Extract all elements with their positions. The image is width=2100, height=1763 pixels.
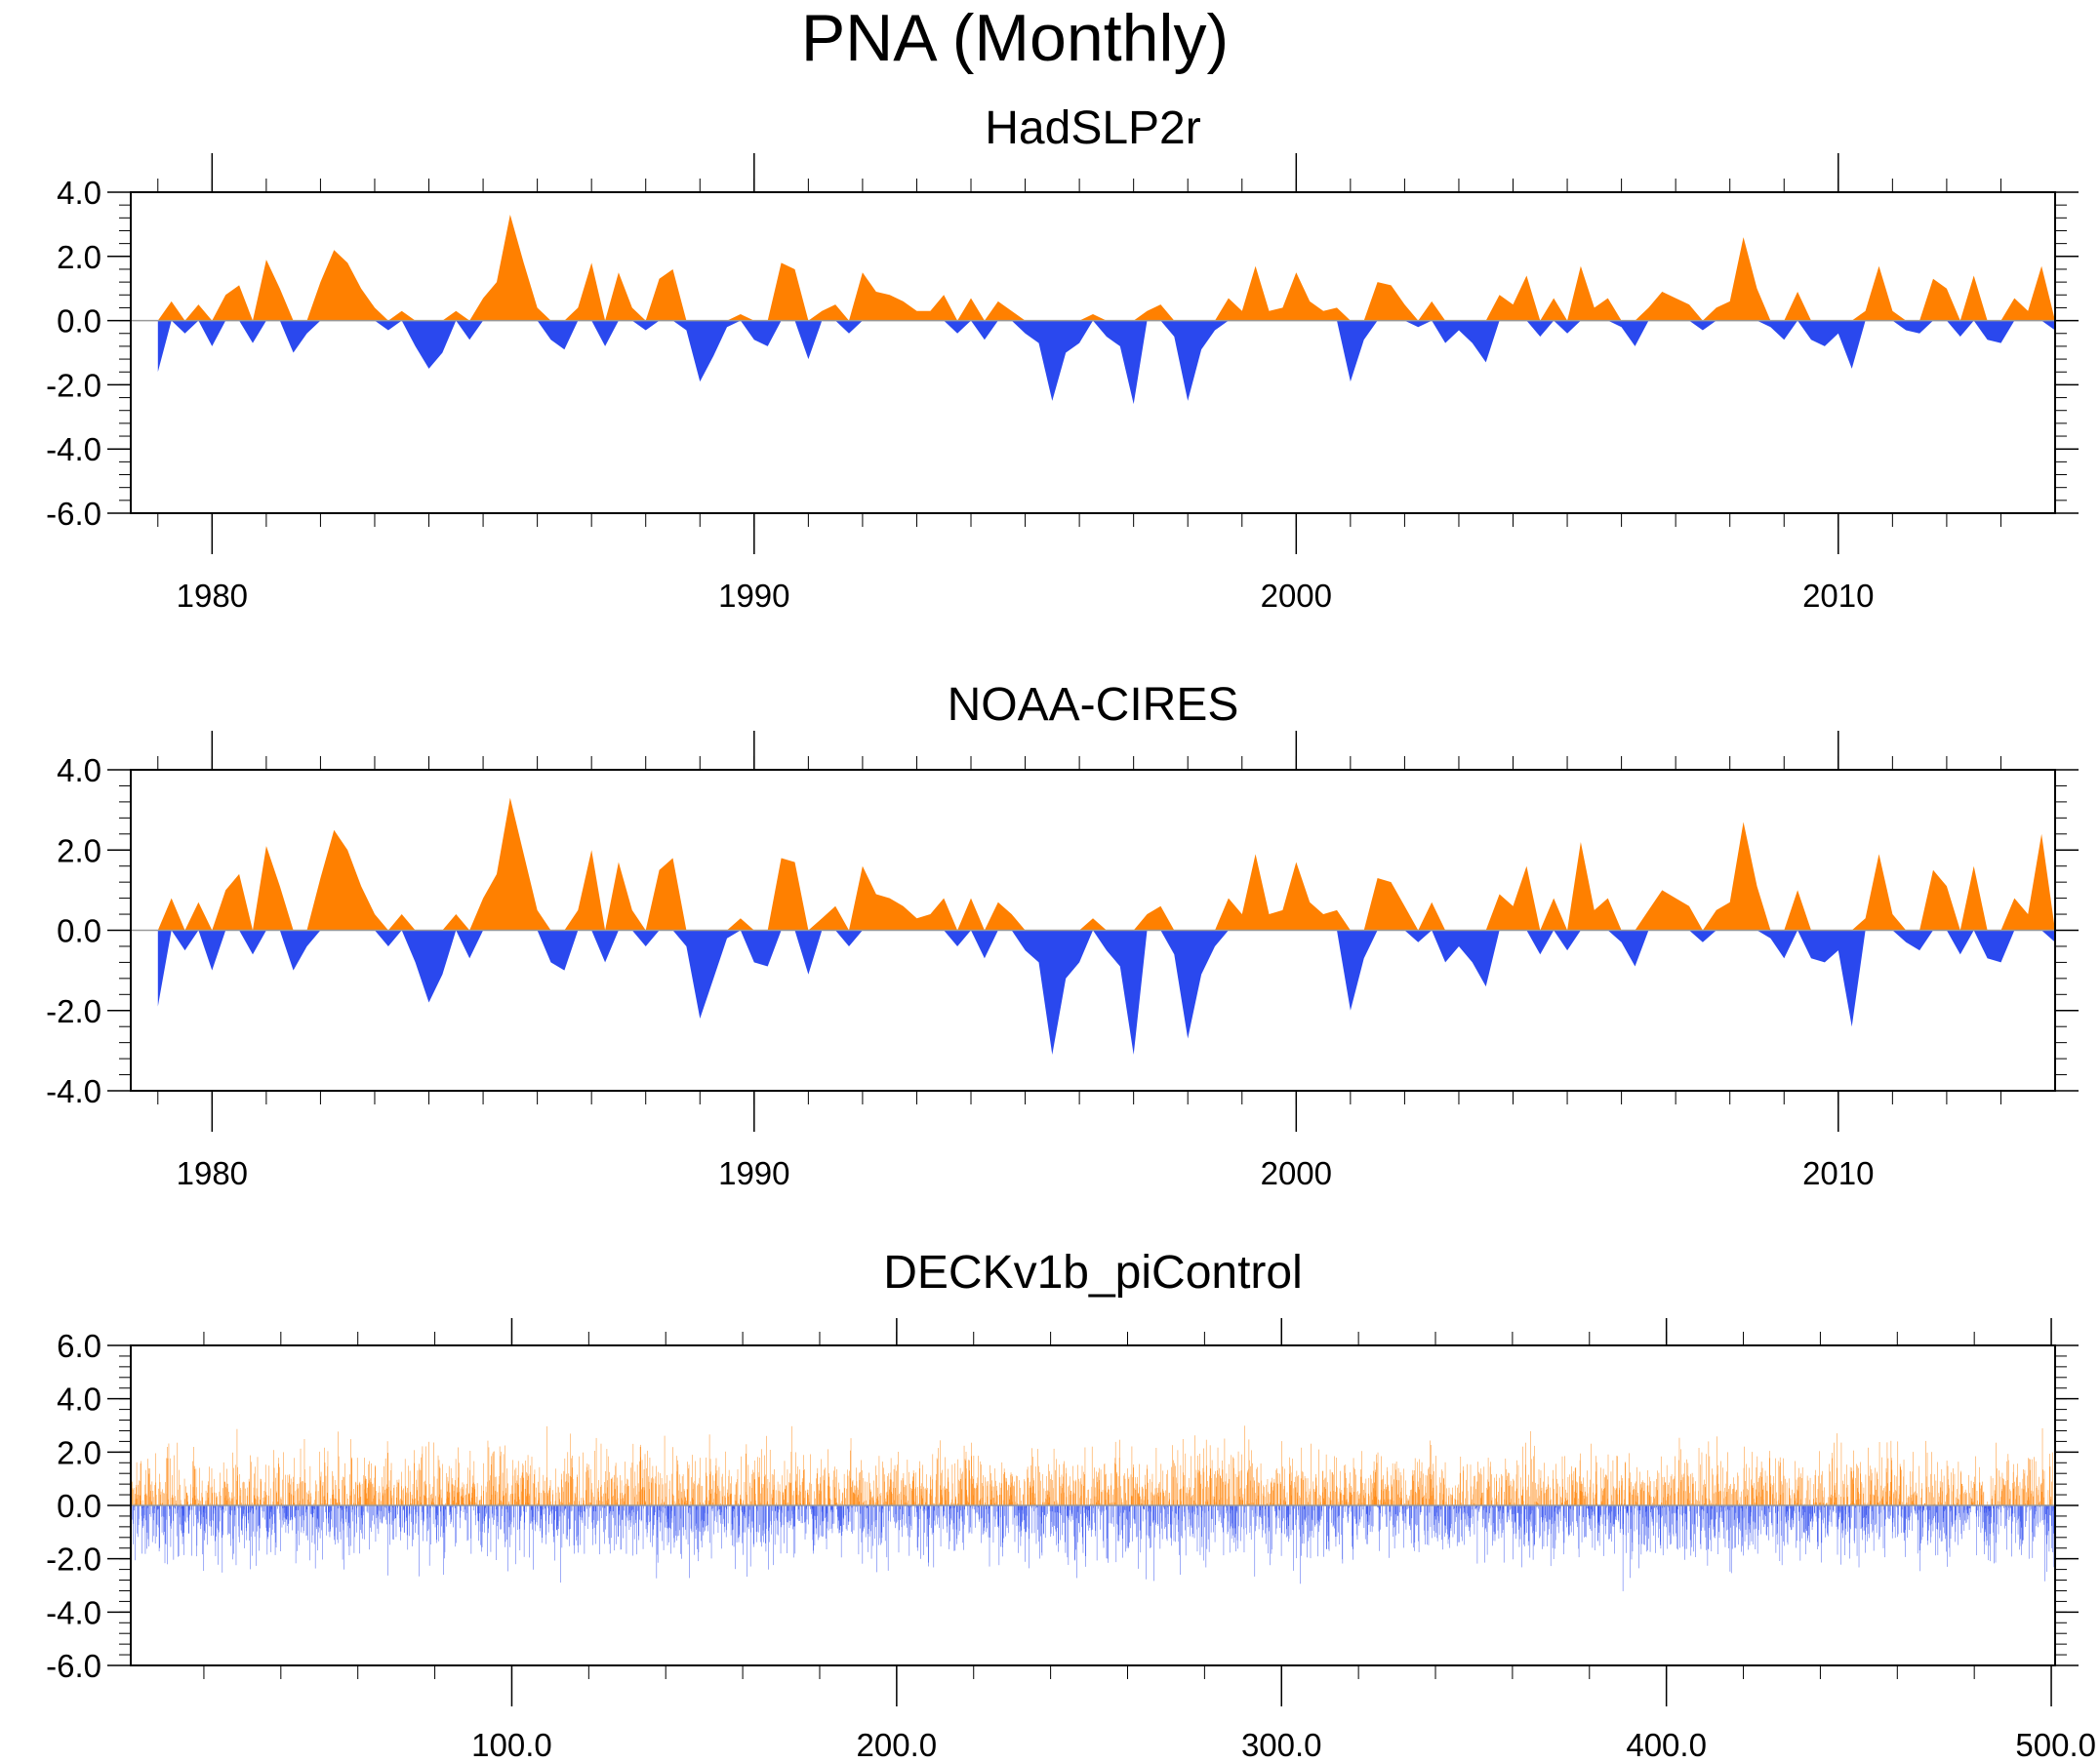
y-tick-label: -2.0 <box>46 1542 101 1578</box>
y-tick-label: -6.0 <box>46 1648 101 1684</box>
x-tick-label: 200.0 <box>857 1727 938 1763</box>
x-tick-label: 300.0 <box>1241 1727 1322 1763</box>
y-tick-label: -4.0 <box>46 1073 101 1109</box>
panel-1: HadSLP2r 4.0 2.0 0.0 -2.0 -4.0 -6.0 1980 1990 200… <box>46 102 2079 614</box>
y-tick-label: 2.0 <box>57 239 101 275</box>
y-tick-label: -4.0 <box>46 1594 101 1630</box>
y-tick-label: -6.0 <box>46 496 101 532</box>
y-tick-label: -2.0 <box>46 993 101 1029</box>
negative-area <box>157 320 2055 405</box>
y-tick-label: -4.0 <box>46 431 101 467</box>
y-tick-label: 4.0 <box>57 1382 101 1418</box>
x-tick-label: 2010 <box>1802 578 1874 614</box>
x-tick-label: 100.0 <box>471 1727 552 1763</box>
x-tick-label: 1990 <box>718 578 789 614</box>
y-tick-label: 0.0 <box>57 303 101 340</box>
y-tick-label: 0.0 <box>57 1488 101 1524</box>
y-tick-label: -2.0 <box>46 367 101 403</box>
figure-title: PNA (Monthly) <box>801 1 1229 75</box>
panel-3: DECKv1b_piControl 6.0 4.0 2.0 0.0 -2.0 -4.0 -6.… <box>46 1247 2096 1763</box>
data-layer <box>157 797 2055 1055</box>
panel-title: HadSLP2r <box>985 102 1200 154</box>
x-tick-label: 2000 <box>1261 578 1332 614</box>
x-tick-label: 1980 <box>177 1155 248 1191</box>
data-layer <box>131 1425 2055 1591</box>
positive-area <box>157 797 2055 931</box>
y-tick-label: 2.0 <box>57 832 101 868</box>
y-tick-label: 4.0 <box>57 752 101 788</box>
x-tick-label: 400.0 <box>1626 1727 1707 1763</box>
x-tick-label: 500.0 <box>2015 1727 2096 1763</box>
data-layer <box>157 215 2055 405</box>
x-tick-label: 2010 <box>1802 1155 1874 1191</box>
negative-bars <box>131 1505 2055 1591</box>
negative-area <box>157 930 2055 1055</box>
y-tick-label: 4.0 <box>57 175 101 211</box>
x-tick-label: 1990 <box>718 1155 789 1191</box>
y-tick-label: 0.0 <box>57 913 101 949</box>
panel-2: NOAA-CIRES 4.0 2.0 0.0 -2.0 -4.0 1980 1990 2000 2… <box>46 679 2079 1191</box>
positive-area <box>157 215 2055 321</box>
y-tick-label: 6.0 <box>57 1328 101 1364</box>
plot-frame <box>130 191 2056 514</box>
y-tick-label: 2.0 <box>57 1434 101 1470</box>
x-tick-label: 2000 <box>1261 1155 1332 1191</box>
panel-title: DECKv1b_piControl <box>883 1247 1303 1299</box>
positive-bars <box>131 1425 2055 1505</box>
x-tick-label: 1980 <box>177 578 248 614</box>
panel-title: NOAA-CIRES <box>948 679 1239 731</box>
